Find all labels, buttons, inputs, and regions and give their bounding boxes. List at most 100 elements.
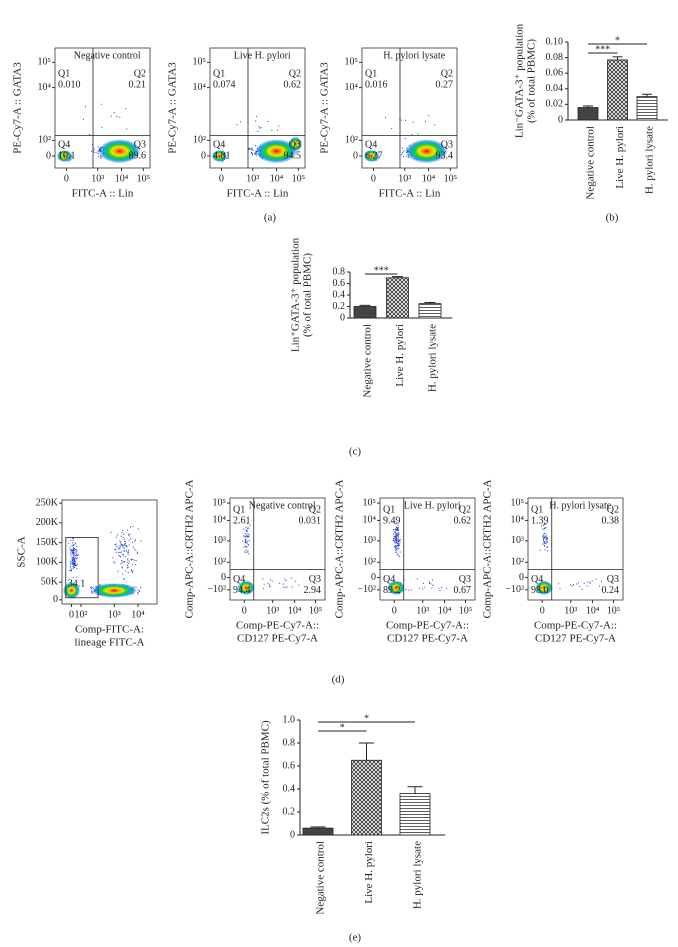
x-tick-label: Negative control bbox=[362, 324, 374, 398]
y-tick-label: 10² bbox=[363, 557, 376, 568]
x-tick-label: 10⁵ bbox=[309, 605, 323, 616]
y-tick-label: 0.8 bbox=[333, 266, 346, 277]
x-tick-label: Negative control bbox=[315, 841, 327, 915]
x-tick-label: 0 bbox=[69, 609, 74, 620]
quadrant-name: Q3 bbox=[309, 574, 321, 585]
y-axis-label: (% of total PBMC) bbox=[302, 253, 314, 337]
bar bbox=[399, 793, 431, 836]
y-tick-label: 1.0 bbox=[283, 714, 296, 725]
x-tick-label: H. pylori lysate bbox=[412, 841, 424, 909]
density-blob bbox=[56, 150, 73, 162]
x-axis-label: Comp-PE-Cy7-A:: bbox=[386, 620, 469, 632]
y-tick-label: 10⁴ bbox=[38, 82, 52, 93]
plot-title: H. pylori lysate bbox=[549, 500, 611, 511]
density-blob bbox=[237, 580, 255, 595]
y-tick-label: 0.4 bbox=[283, 783, 296, 794]
quadrant-value: 2.61 bbox=[233, 516, 251, 527]
y-axis-label: Comp-APC-A::CRTH2 APC-A bbox=[334, 479, 346, 618]
quadrant-value: 10.1 bbox=[58, 150, 76, 161]
x-tick-label: 10⁵ bbox=[292, 173, 306, 184]
y-tick-label: 150K bbox=[36, 537, 59, 548]
quadrant-value: 94.4 bbox=[233, 585, 251, 596]
quadrant-value: 1.39 bbox=[531, 516, 549, 527]
x-axis-label: FITC-A :: Lin bbox=[72, 188, 134, 200]
quadrant-value: 0.010 bbox=[58, 80, 81, 91]
x-axis-label: Comp-PE-Cy7-A:: bbox=[534, 620, 617, 632]
x-axis-label: CD127 PE-Cy7-A bbox=[535, 633, 616, 645]
significance-label: *** bbox=[374, 265, 389, 276]
x-tick-label: Negative control bbox=[585, 126, 597, 200]
x-tick-label: 10³ bbox=[91, 173, 104, 184]
x-tick-label: 10⁵ bbox=[607, 605, 621, 616]
y-tick-label: 10³ bbox=[213, 535, 226, 546]
quadrant-name: Q3 bbox=[607, 574, 619, 585]
x-tick-label: 10⁴ bbox=[115, 173, 129, 184]
y-tick-label: 0 bbox=[558, 114, 563, 125]
y-tick-label: 10⁵ bbox=[213, 497, 227, 508]
plot-title: H. pylori lysate bbox=[383, 50, 445, 61]
y-tick-label: 10³ bbox=[511, 535, 524, 546]
bar bbox=[351, 759, 382, 836]
y-tick-label: 0 bbox=[201, 150, 206, 161]
quadrant-value: 94.5 bbox=[284, 150, 302, 161]
panel-label: (a) bbox=[264, 212, 277, 224]
y-tick-label: 10⁵ bbox=[38, 57, 52, 68]
x-tick-label: 10³ bbox=[246, 173, 259, 184]
x-axis-label: CD127 PE-Cy7-A bbox=[387, 633, 468, 645]
y-tick-label: 0.8 bbox=[283, 737, 296, 748]
quadrant-name: Q2 bbox=[459, 505, 471, 516]
quadrant-value: 0.62 bbox=[284, 80, 302, 91]
y-tick-label: 10⁵ bbox=[511, 497, 525, 508]
bar bbox=[577, 107, 599, 121]
y-tick-label: 250K bbox=[36, 497, 59, 508]
y-tick-label: 0.2 bbox=[283, 806, 296, 817]
plot-title: Live H. pylori bbox=[234, 50, 291, 61]
quadrant-name: Q2 bbox=[134, 69, 146, 80]
density-blob bbox=[98, 139, 141, 164]
quadrant-name: Q4 bbox=[365, 139, 377, 150]
x-axis-label: Comp-FITC-A: bbox=[75, 624, 144, 636]
y-tick-label: 50K bbox=[41, 576, 59, 587]
y-tick-label: 0 bbox=[46, 150, 51, 161]
quadrant-value: 0.27 bbox=[436, 80, 454, 91]
y-axis-label: PE-Cy7-A :: GATA3 bbox=[167, 62, 179, 154]
y-tick-label: 10² bbox=[193, 135, 206, 146]
y-tick-label: 10² bbox=[38, 135, 51, 146]
y-tick-label: 0 bbox=[519, 572, 524, 583]
x-tick-label: 10² bbox=[75, 609, 88, 620]
x-tick-label: 10⁴ bbox=[438, 605, 452, 616]
density-blob bbox=[62, 582, 81, 599]
panel-label: (c) bbox=[349, 446, 362, 458]
plot-title: Live H. pylori bbox=[404, 500, 461, 511]
panel-label: (e) bbox=[349, 932, 362, 944]
quadrant-name: Q2 bbox=[309, 505, 321, 516]
x-tick-label: 10⁵ bbox=[444, 173, 458, 184]
event-dots bbox=[68, 526, 142, 596]
x-tick-label: 10³ bbox=[108, 609, 121, 620]
y-tick-label: 10⁴ bbox=[345, 82, 359, 93]
gate-value: 34.1 bbox=[68, 579, 86, 590]
x-tick-label: 10⁴ bbox=[586, 605, 600, 616]
x-tick-label: H. pylori lysate bbox=[644, 126, 656, 194]
quadrant-value: 0.21 bbox=[129, 80, 147, 91]
x-axis-label: FITC-A :: Lin bbox=[379, 188, 441, 200]
quadrant-name: Q1 bbox=[58, 69, 70, 80]
quadrant-value: 0.24 bbox=[602, 585, 620, 596]
quadrant-name: Q2 bbox=[441, 69, 453, 80]
density-blob bbox=[405, 139, 448, 164]
x-tick-label: 10⁵ bbox=[459, 605, 473, 616]
quadrant-name: Q2 bbox=[607, 505, 619, 516]
x-tick-label: 10⁴ bbox=[270, 173, 284, 184]
x-tick-label: Live H. pylori bbox=[394, 324, 406, 387]
x-axis-label: lineage FITC-A bbox=[75, 637, 145, 649]
panel-label: (b) bbox=[606, 212, 619, 224]
quadrant-name: Q3 bbox=[441, 139, 453, 150]
density-blob bbox=[211, 150, 228, 162]
y-tick-label: 10² bbox=[345, 135, 358, 146]
y-tick-label: 0 bbox=[290, 829, 295, 840]
significance-label: * bbox=[364, 713, 369, 724]
y-tick-label: 100K bbox=[36, 557, 59, 568]
x-tick-label: 10⁴ bbox=[131, 609, 145, 620]
